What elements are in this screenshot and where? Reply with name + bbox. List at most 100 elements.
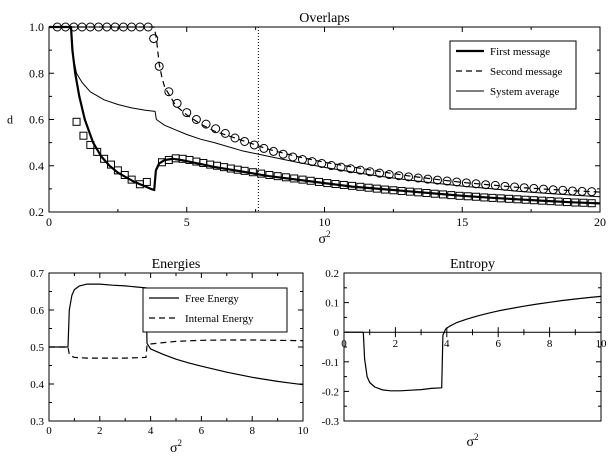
square-marker [438,190,447,199]
square-marker [414,188,423,197]
x-axis-label: σ2 [170,438,182,456]
series-line-1 [49,339,304,359]
square-marker [257,169,266,178]
x-tick-label: 10 [596,338,608,350]
circle-marker [355,165,365,175]
y-tick-label: 0.8 [29,66,44,80]
square-marker [496,194,505,203]
x-tick-label: 6 [495,338,501,350]
series-line-0 [49,283,304,386]
chart-title: Energies [152,257,201,272]
circle-marker [413,173,423,183]
x-tick-label: 2 [393,338,399,350]
square-marker [513,195,522,204]
square-marker [405,187,414,196]
x-tick-label: 20 [594,215,606,229]
legend-label: Internal Energy [185,313,254,325]
square-marker [389,186,398,195]
circle-marker [404,172,414,182]
circle-marker [461,178,471,188]
square-marker [562,198,571,207]
circle-marker [249,140,259,150]
circle-marker [346,164,356,174]
circle-marker [259,143,269,153]
circle-marker [220,128,230,138]
x-tick-label: 4 [148,425,154,437]
circle-marker [182,108,192,118]
circle-marker [577,186,587,196]
x-axis-label-symbol: σ [466,435,474,450]
circle-marker [201,119,211,129]
square-marker [381,185,390,194]
overlaps-panel: Overlaps 0.2 0.4 0.6 0.8 1.0 0 5 10 15 20 σ2 d First … [7,11,606,247]
square-marker [339,180,348,189]
x-axis-label: σ2 [466,432,478,450]
x-tick-label: 15 [456,215,468,229]
square-marker [79,131,88,140]
legend: First message Second message System averag… [449,40,577,110]
circle-marker [452,177,462,187]
x-tick-label: 0 [341,338,347,350]
square-marker [538,196,547,205]
circle-marker [423,174,433,184]
y-tick-label: 0.4 [29,159,44,173]
square-marker [472,192,481,201]
circle-marker [365,167,375,177]
circle-marker [317,158,327,168]
square-marker [546,197,555,206]
square-marker [463,192,472,201]
square-marker [265,171,274,179]
y-tick-label: 0.3 [30,416,44,428]
y-axis-label: d [7,113,13,127]
square-marker [72,117,81,126]
circle-marker [558,185,568,195]
circle-marker [149,34,159,44]
circle-marker [269,146,279,156]
circle-marker [288,152,298,162]
x-tick-label: 10 [298,425,310,437]
y-tick-label: -0.1 [322,357,339,369]
circle-marker [587,187,597,197]
y-tick-label: 0.5 [30,342,44,354]
square-marker [571,198,580,207]
legend: Free Energy Internal Energy [142,287,288,333]
square-marker [356,182,365,191]
circle-marker [510,182,520,192]
circle-marker [519,183,529,193]
y-tick-label: 1.0 [29,20,44,34]
square-marker [579,198,588,207]
x-axis-label: σ2 [318,229,330,247]
chart-title: Overlaps [299,11,350,26]
square-marker [364,183,373,192]
square-marker [505,194,514,203]
square-marker [521,195,530,204]
x-tick-label: 4 [444,338,450,350]
circle-marker [539,184,549,194]
square-marker [113,166,122,175]
x-axis-label-symbol: σ [318,232,326,247]
square-marker [86,140,95,149]
square-marker [331,180,340,189]
circle-marker [490,180,500,190]
square-marker [306,176,315,185]
square-marker [314,177,323,186]
y-tick-label: -0.3 [322,416,340,428]
circle-marker [432,175,442,185]
circle-marker [143,22,153,32]
circle-marker [442,176,452,186]
square-marker [142,177,151,186]
square-marker [273,172,282,181]
square-marker [93,147,102,156]
square-marker [323,179,332,188]
chart-title: Entropy [450,257,495,272]
circle-marker [154,61,164,71]
y-tick-label: 0.7 [30,268,44,280]
circle-marker [500,181,510,191]
x-axis-label-exponent: 2 [474,432,479,442]
circle-marker [529,183,539,193]
circle-marker [548,185,558,195]
legend-label: Free Energy [185,293,239,305]
series-line-0 [344,295,602,392]
